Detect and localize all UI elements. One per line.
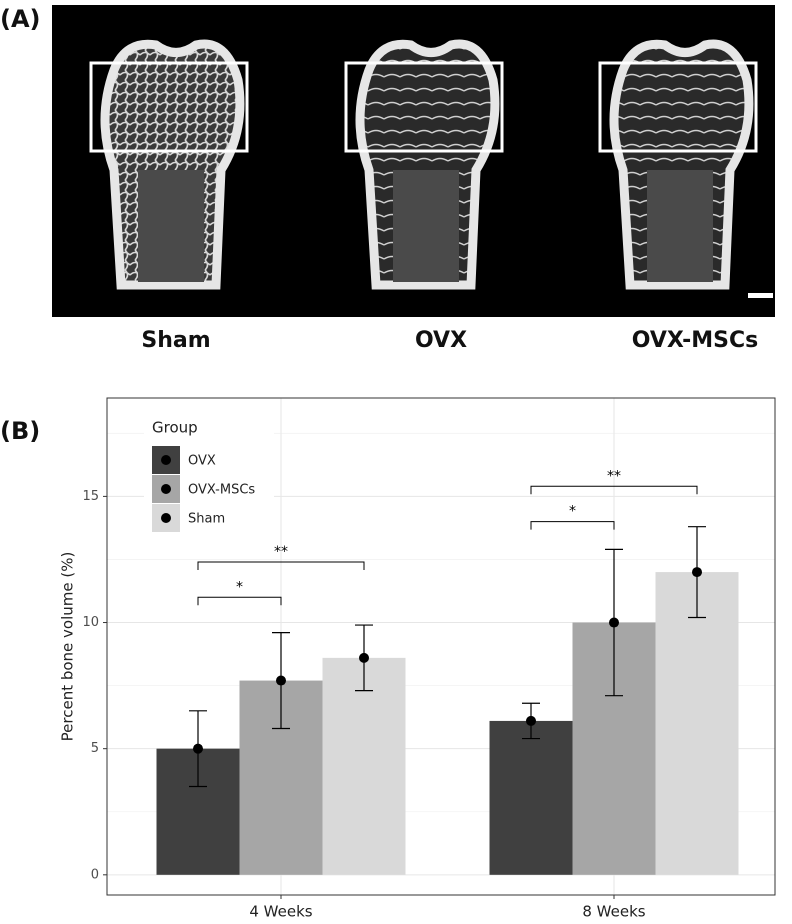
mean-point xyxy=(609,617,619,628)
bar xyxy=(322,657,406,875)
bone-shaft xyxy=(647,170,713,282)
panel-label: (A) xyxy=(0,5,41,33)
significance-label: ** xyxy=(607,468,621,484)
mean-point xyxy=(692,567,702,578)
roi-box xyxy=(89,61,249,153)
plot-border xyxy=(106,397,776,896)
legend-key-point xyxy=(161,455,171,465)
significance-bracket xyxy=(530,521,615,530)
bar xyxy=(489,720,573,875)
significance-bracket xyxy=(197,596,282,606)
panel-label: (B) xyxy=(0,417,40,445)
image-caption: OVX-MSCs xyxy=(632,328,758,353)
y-tick-label: 5 xyxy=(91,741,99,756)
y-tick-label: 15 xyxy=(82,489,99,504)
bone-shaft xyxy=(138,170,204,282)
x-tick-label: 4 Weeks xyxy=(249,903,312,921)
mean-point xyxy=(276,675,286,686)
bone-images xyxy=(89,39,758,290)
y-tick-label: 10 xyxy=(82,615,99,630)
y-tick-label: 0 xyxy=(91,867,99,882)
legend-title: Group xyxy=(152,419,198,437)
legend-key-point xyxy=(161,513,171,523)
significance-label: * xyxy=(569,504,576,520)
x-tick-label: 8 Weeks xyxy=(582,903,645,921)
roi-box xyxy=(344,61,504,153)
legend-label: OVX-MSCs xyxy=(188,483,255,498)
significance-bracket xyxy=(197,561,365,570)
roi-box xyxy=(598,61,758,153)
bone-shaft xyxy=(393,170,459,282)
mean-point xyxy=(193,743,203,754)
legend-key-point xyxy=(161,484,171,494)
y-axis-label: Percent bone volume (%) xyxy=(59,552,77,742)
image-caption: OVX xyxy=(415,328,467,353)
chart: 0 5 10 15 4 Weeks 8 Weeks Percent bone volume … xyxy=(59,397,776,921)
significance-label: ** xyxy=(274,544,288,560)
bar xyxy=(655,572,739,875)
mean-point xyxy=(526,715,536,726)
legend-label: OVX xyxy=(188,454,216,469)
image-caption: Sham xyxy=(141,328,210,353)
scale-bar xyxy=(748,293,773,298)
significance-bracket xyxy=(530,485,698,495)
mean-point xyxy=(359,652,369,663)
legend-label: Sham xyxy=(188,512,225,527)
significance-label: * xyxy=(236,579,243,595)
